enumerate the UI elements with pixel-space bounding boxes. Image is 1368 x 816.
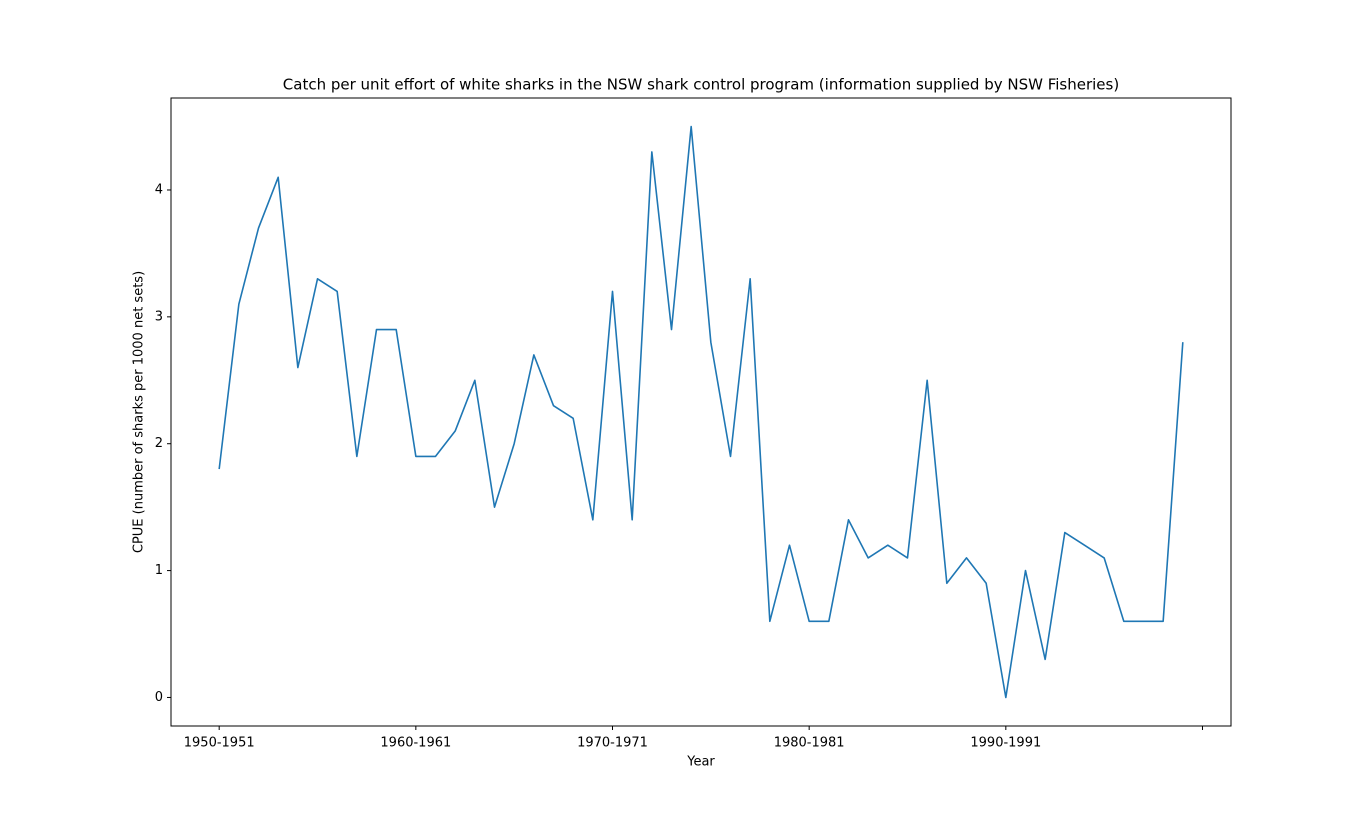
y-tick-label: 4 [155, 182, 163, 197]
x-tick-label: 1950-1951 [184, 736, 255, 751]
x-tick-label: 1970-1971 [577, 736, 648, 751]
y-axis-label: CPUE (number of sharks per 1000 net sets… [132, 271, 147, 553]
x-tick-label: 1990-1991 [970, 736, 1041, 751]
y-tick-label: 1 [155, 563, 163, 578]
y-tick-label: 0 [155, 690, 163, 705]
chart-title: Catch per unit effort of white sharks in… [283, 76, 1119, 94]
y-tick-label: 2 [155, 436, 163, 451]
x-axis-label: Year [686, 755, 715, 770]
plot-frame [170, 97, 1232, 727]
x-tick-label: 1960-1961 [380, 736, 451, 751]
data-line [218, 125, 1184, 699]
x-tick-label: 1980-1981 [774, 736, 845, 751]
y-tick-label: 3 [155, 309, 163, 324]
